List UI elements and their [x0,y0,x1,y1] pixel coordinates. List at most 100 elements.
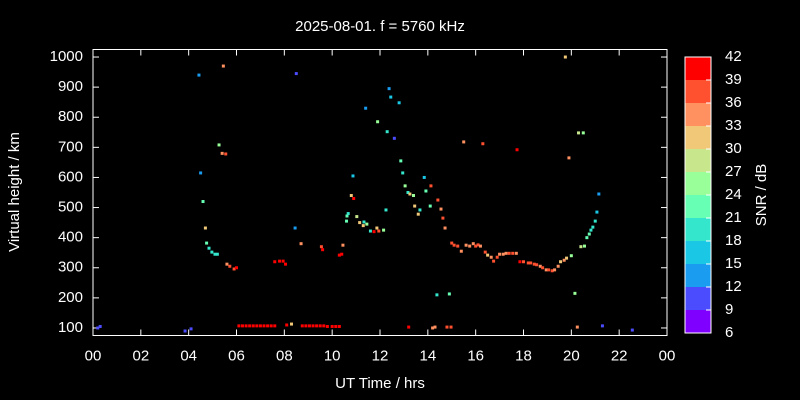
data-point [630,328,634,332]
x-tick-label: 16 [467,347,484,364]
data-point [345,214,349,218]
data-point [387,87,391,91]
data-point [325,324,329,328]
data-point [237,324,241,328]
x-tick-label: 08 [276,347,293,364]
data-point [589,228,593,232]
data-point [563,55,567,59]
data-point [334,324,338,328]
data-point [429,184,433,188]
data-point [559,260,563,264]
data-point [330,324,334,328]
data-point [424,189,428,193]
data-point [281,259,285,263]
data-point [358,221,362,225]
data-point [228,264,232,268]
data-point [365,222,369,226]
data-point [464,243,468,247]
data-point [550,269,554,273]
data-point [215,252,219,256]
chart-title: 2025-08-01. f = 5760 kHz [295,18,465,35]
data-point [481,142,485,146]
data-point [422,175,426,179]
x-tick-label: 12 [372,347,389,364]
data-point [495,255,499,259]
data-point [220,151,224,155]
data-point [569,254,573,258]
data-point [201,200,205,204]
colorbar-band [685,103,711,126]
data-point [522,260,525,264]
colorbar-tick-label: 36 [725,94,742,111]
colorbar-tick-label: 9 [725,301,733,318]
data-point [483,250,487,254]
colorbar-tick-label: 30 [725,140,742,157]
data-point [207,246,211,250]
data-point [587,232,591,236]
data-point [562,258,566,262]
y-tick-label: 300 [58,259,83,276]
data-point [399,159,403,163]
data-point [439,207,443,211]
data-point [462,140,466,144]
y-tick-label: 400 [58,229,83,246]
x-tick-label: 18 [515,347,532,364]
data-point [377,229,381,233]
colorbar-band [685,57,711,80]
data-point [362,220,366,224]
data-point [471,242,475,246]
colorbar-band [685,80,711,103]
data-point [436,198,440,202]
data-point [518,260,522,264]
data-point [266,324,270,328]
data-point [492,259,496,263]
data-point [593,219,597,223]
data-point [213,252,217,256]
data-point [565,256,569,260]
data-point [337,324,341,328]
data-point [240,324,244,328]
x-tick-label: 06 [228,347,245,364]
data-point [447,292,451,296]
data-point [474,244,478,248]
data-point [293,226,297,230]
data-point [258,324,262,328]
data-point [445,325,449,329]
data-point [251,324,255,328]
data-point [452,243,456,247]
data-point [321,248,325,252]
data-point [337,253,341,257]
data-point [581,131,585,135]
data-point [585,236,589,240]
y-tick-label: 1000 [50,48,83,65]
data-point [575,325,579,329]
data-point [478,244,482,248]
data-point [556,264,560,268]
data-point [318,324,322,328]
data-point [322,324,326,328]
data-point [582,244,586,248]
data-point [526,261,530,265]
data-point [515,148,519,152]
y-tick-label: 200 [58,289,83,306]
data-point [538,264,542,268]
data-point [384,208,388,212]
x-tick-label: 10 [324,347,341,364]
data-point [392,136,396,140]
data-point [459,249,463,253]
x-axis-label: UT Time / hrs [335,375,425,392]
data-point [341,243,345,247]
data-point [364,106,368,110]
data-point [449,325,453,329]
data-point [529,261,533,265]
data-point [199,171,203,175]
data-point [224,152,228,156]
x-tick-label: 02 [132,347,149,364]
data-point [285,323,289,327]
y-tick-label: 900 [58,78,83,95]
data-point [385,130,389,134]
colorbar-label: SNR / dB [753,164,770,227]
data-point [450,241,454,245]
data-point [406,191,410,194]
